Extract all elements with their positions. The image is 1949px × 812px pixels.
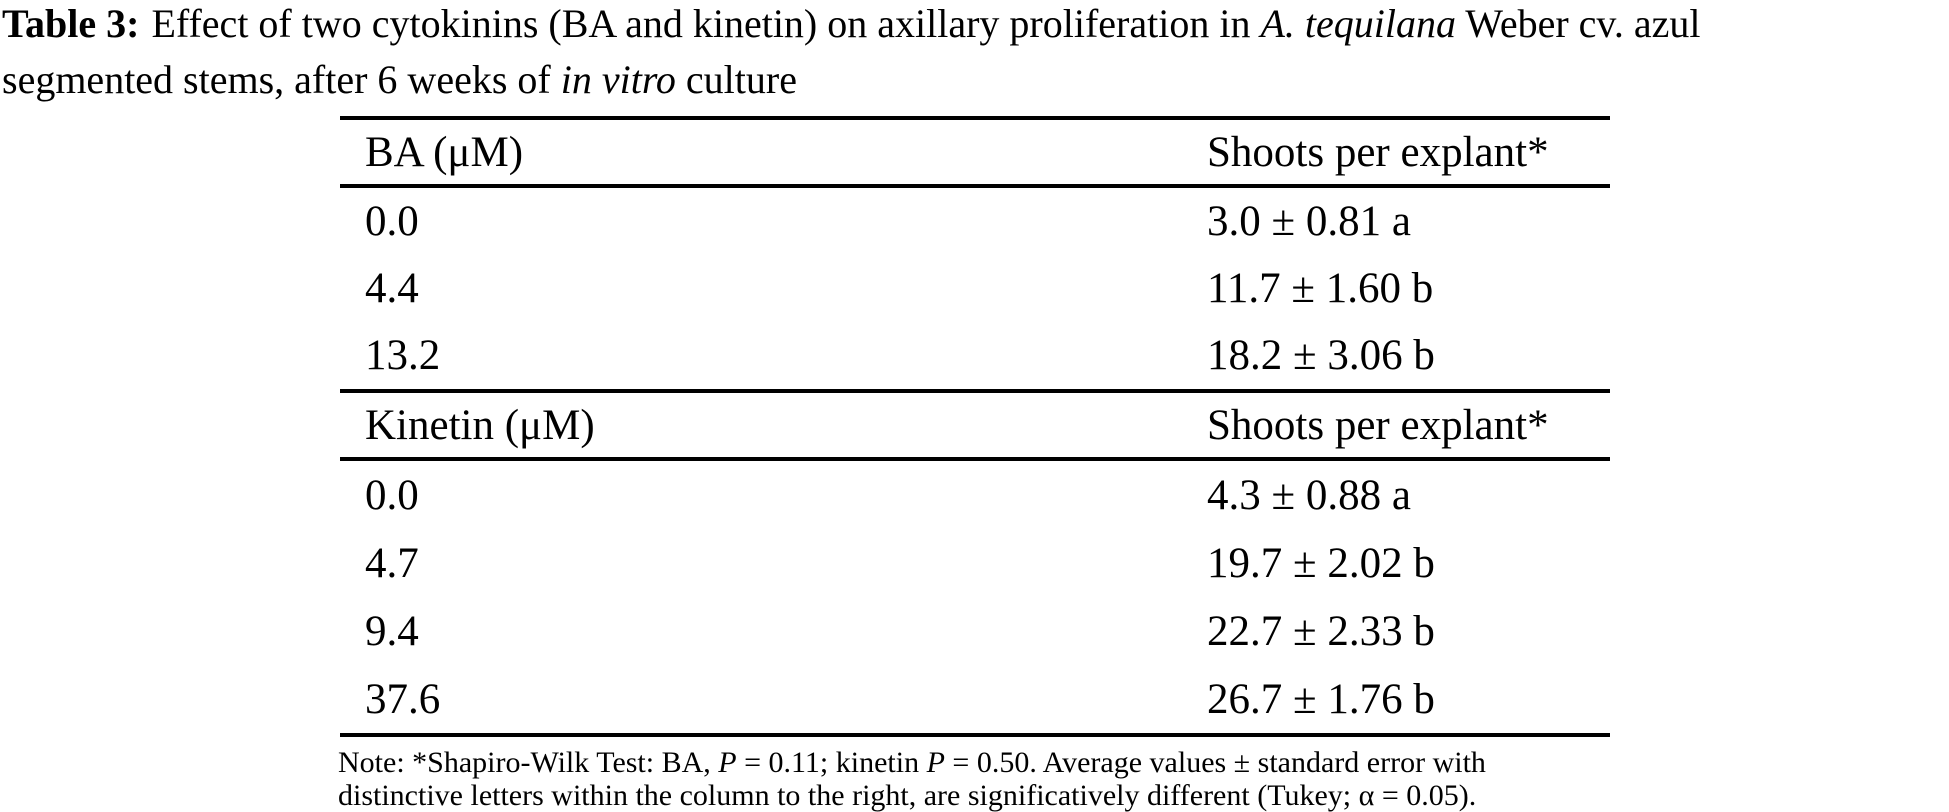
table-row: 13.2 18.2 ± 3.06 b xyxy=(340,322,1610,389)
table-row: 4.4 11.7 ± 1.60 b xyxy=(340,255,1610,322)
table-footnote: Note: *Shapiro-Wilk Test: BA, P = 0.11; … xyxy=(338,746,1638,812)
footnote-text-2: = 0.11; kinetin xyxy=(736,746,927,779)
footnote-p-italic-2: P xyxy=(926,746,945,779)
kinetin-dose-cell: 4.7 xyxy=(365,539,419,587)
caption-text-3: segmented stems, after 6 weeks of xyxy=(2,57,561,102)
caption-table-number: Table 3: xyxy=(2,1,140,46)
column-header-ba: BA (μM) xyxy=(365,128,524,176)
kinetin-value-cell: 19.7 ± 2.02 b xyxy=(1207,539,1435,587)
kinetin-value-cell: 26.7 ± 1.76 b xyxy=(1207,675,1435,723)
kinetin-dose-cell: 9.4 xyxy=(365,607,419,655)
footnote-text-3: = 0.50. Average values ± standard error … xyxy=(944,746,1486,779)
table-row: 0.0 4.3 ± 0.88 a xyxy=(340,461,1610,529)
table-row: 37.6 26.7 ± 1.76 b xyxy=(340,665,1610,733)
footnote-text-1: Note: *Shapiro-Wilk Test: BA, xyxy=(338,746,719,779)
table-bottom-rule xyxy=(340,733,1610,737)
kinetin-value-cell: 4.3 ± 0.88 a xyxy=(1207,471,1411,519)
data-table: BA (μM) Shoots per explant* 0.0 3.0 ± 0.… xyxy=(338,116,1610,812)
caption-line-2: segmented stems, after 6 weeks of in vit… xyxy=(2,52,1949,108)
caption-species-italic: A. tequilana xyxy=(1260,1,1456,46)
kinetin-value-cell: 22.7 ± 2.33 b xyxy=(1207,607,1435,655)
caption-invitro-italic: in vitro xyxy=(560,57,676,102)
table-row: 9.4 22.7 ± 2.33 b xyxy=(340,597,1610,665)
table-row: 4.7 19.7 ± 2.02 b xyxy=(340,529,1610,597)
caption-line-1: Table 3: Effect of two cytokinins (BA and… xyxy=(2,0,1949,52)
table-row: 0.0 3.0 ± 0.81 a xyxy=(340,188,1610,255)
section-kinetin-header-rule xyxy=(340,457,1610,461)
ba-dose-cell: 0.0 xyxy=(365,198,419,245)
section-ba-header-rule xyxy=(340,184,1610,188)
column-header-shoots-1: Shoots per explant* xyxy=(1207,128,1549,176)
column-header-shoots-2: Shoots per explant* xyxy=(1207,401,1549,449)
footnote-line-2: distinctive letters within the column to… xyxy=(338,779,1477,812)
section-kinetin-header-row: Kinetin (μM) Shoots per explant* xyxy=(340,393,1610,457)
kinetin-dose-cell: 37.6 xyxy=(365,675,441,723)
section-divider-rule xyxy=(340,389,1610,393)
footnote-p-italic-1: P xyxy=(718,746,737,779)
caption-text-1: Effect of two cytokinins (BA and kinetin… xyxy=(151,1,1261,46)
ba-value-cell: 11.7 ± 1.60 b xyxy=(1207,265,1434,312)
table-caption: Table 3: Effect of two cytokinins (BA and… xyxy=(2,0,1949,108)
table-top-rule xyxy=(340,116,1610,120)
column-header-kinetin: Kinetin (μM) xyxy=(365,401,595,449)
ba-dose-cell: 13.2 xyxy=(365,332,441,379)
caption-text-4: culture xyxy=(675,57,797,102)
ba-value-cell: 18.2 ± 3.06 b xyxy=(1207,332,1435,379)
ba-value-cell: 3.0 ± 0.81 a xyxy=(1207,198,1411,245)
ba-dose-cell: 4.4 xyxy=(365,265,419,312)
caption-text-2: Weber cv. azul xyxy=(1456,1,1701,46)
footnote-line-1: Note: *Shapiro-Wilk Test: BA, P = 0.11; … xyxy=(338,746,1638,779)
section-ba-header-row: BA (μM) Shoots per explant* xyxy=(340,120,1610,184)
kinetin-dose-cell: 0.0 xyxy=(365,471,419,519)
